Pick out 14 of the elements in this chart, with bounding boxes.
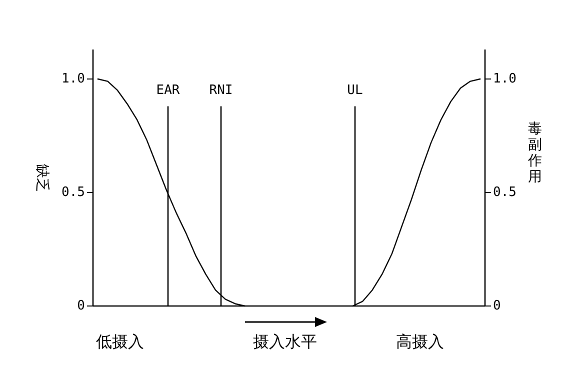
y2label: 毒副作用: [528, 120, 542, 185]
y-tick-label: 1.0: [62, 72, 85, 87]
y-axis-title: 缺乏: [34, 164, 50, 192]
text: 高摄入: [396, 332, 444, 351]
y-tick-label: 0.5: [62, 185, 85, 200]
y2-tick-label: 0: [493, 298, 501, 314]
annotation: UL: [347, 83, 363, 98]
y2-tick-label: 1.0: [493, 72, 516, 87]
text: 摄入水平: [253, 332, 317, 351]
text: 低摄入: [96, 332, 144, 351]
y-tick-label: 0: [77, 298, 85, 314]
annotation: RNI: [209, 83, 233, 98]
y2-tick-label: 0.5: [493, 185, 516, 200]
annotation: EAR: [156, 83, 180, 98]
